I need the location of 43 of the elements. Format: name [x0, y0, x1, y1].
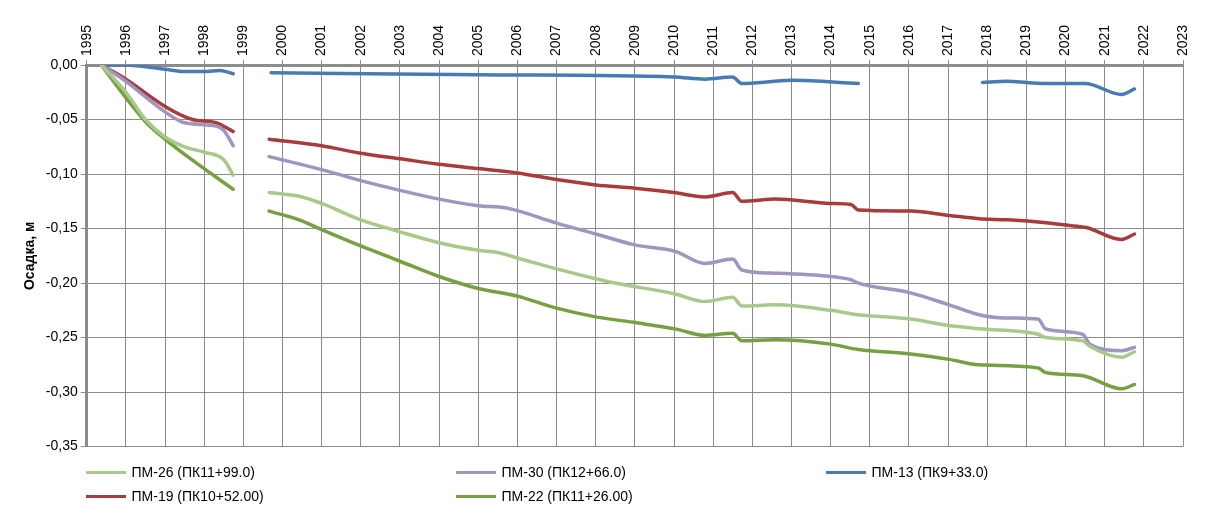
x-tick-label: 1995 [77, 24, 94, 56]
x-tick-label: 2022 [1134, 24, 1151, 56]
x-tick-label: 2021 [1095, 24, 1112, 56]
x-tick-label: 2023 [1173, 24, 1190, 56]
y-tick-label: -0,10 [45, 164, 78, 181]
y-tick-label: -0,25 [45, 328, 78, 345]
y-tick-label: -0,35 [45, 437, 78, 454]
legend-label: ПМ-19 (ПК10+52.00) [131, 488, 264, 504]
x-tick-label: 1998 [195, 24, 212, 56]
y-tick-label: -0,20 [45, 273, 78, 290]
x-tick-label: 2014 [821, 24, 838, 56]
y-tick-label: 0,00 [50, 55, 78, 72]
x-tick-label: 1996 [116, 24, 133, 56]
x-tick-label: 2009 [625, 24, 642, 56]
x-tick-label: 2020 [1056, 24, 1073, 56]
x-tick-label: 2019 [1017, 24, 1034, 56]
x-tick-label: 2007 [547, 24, 564, 56]
y-tick-label: -0,05 [45, 110, 78, 127]
x-tick-label: 2015 [860, 24, 877, 56]
legend-label: ПМ-30 (ПК12+66.0) [501, 464, 626, 480]
y-axis-title: Осадка, м [21, 221, 38, 291]
x-tick-label: 2006 [508, 24, 525, 56]
x-tick-label: 2012 [743, 24, 760, 56]
legend-label: ПМ-22 (ПК11+26.00) [501, 488, 633, 504]
x-tick-label: 1999 [234, 24, 251, 56]
y-tick-label: -0,30 [45, 382, 78, 399]
x-tick-label: 2010 [664, 24, 681, 56]
x-tick-label: 2011 [704, 25, 721, 56]
legend-label: ПМ-13 (ПК9+33.0) [871, 464, 989, 480]
x-tick-label: 2001 [312, 24, 329, 56]
x-tick-label: 2013 [782, 24, 799, 56]
legend-label: ПМ-26 (ПК11+99.0) [131, 464, 255, 480]
x-tick-label: 2000 [273, 24, 290, 56]
x-tick-label: 2003 [390, 24, 407, 56]
x-tick-label: 2018 [978, 24, 995, 56]
x-tick-label: 2017 [938, 24, 955, 56]
x-tick-label: 1997 [155, 24, 172, 56]
x-tick-label: 2005 [469, 24, 486, 56]
x-tick-label: 2016 [899, 24, 916, 56]
y-tick-label: -0,15 [45, 219, 78, 236]
x-tick-label: 2008 [586, 24, 603, 56]
x-tick-label: 2004 [429, 24, 446, 56]
x-tick-label: 2002 [351, 24, 368, 56]
